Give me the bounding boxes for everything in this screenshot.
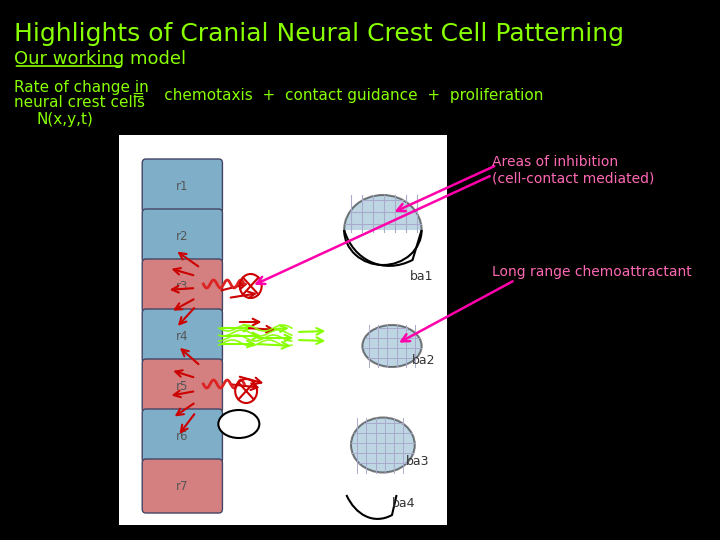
Ellipse shape: [344, 195, 422, 265]
FancyBboxPatch shape: [119, 135, 446, 525]
Bar: [342, 230, 423, 270]
Text: Areas of inhibition
(cell-contact mediated): Areas of inhibition (cell-contact mediat…: [492, 155, 654, 185]
Text: r3: r3: [176, 280, 189, 293]
Ellipse shape: [351, 417, 415, 472]
FancyBboxPatch shape: [143, 459, 222, 513]
Text: =    chemotaxis  +  contact guidance  +  proliferation: = chemotaxis + contact guidance + prolif…: [132, 88, 544, 103]
Text: r1: r1: [176, 179, 189, 192]
Text: neural crest cells: neural crest cells: [14, 95, 145, 110]
Text: ba3: ba3: [405, 455, 429, 468]
FancyBboxPatch shape: [143, 409, 222, 463]
FancyBboxPatch shape: [143, 309, 222, 363]
Text: r7: r7: [176, 480, 189, 492]
Text: N(x,y,t): N(x,y,t): [37, 112, 94, 127]
Text: r2: r2: [176, 230, 189, 242]
Text: Long range chemoattractant: Long range chemoattractant: [492, 265, 692, 279]
FancyBboxPatch shape: [143, 159, 222, 213]
FancyBboxPatch shape: [143, 259, 222, 313]
Text: Highlights of Cranial Neural Crest Cell Patterning: Highlights of Cranial Neural Crest Cell …: [14, 22, 624, 46]
Ellipse shape: [218, 410, 259, 438]
Text: ba2: ba2: [412, 354, 436, 367]
Text: ba4: ba4: [392, 497, 415, 510]
Ellipse shape: [362, 325, 422, 367]
Text: r6: r6: [176, 429, 189, 442]
Text: Rate of change in: Rate of change in: [14, 80, 148, 95]
Text: ba1: ba1: [410, 270, 433, 283]
FancyBboxPatch shape: [143, 209, 222, 263]
Text: r4: r4: [176, 329, 189, 342]
Text: Our working model: Our working model: [14, 50, 186, 68]
Text: r5: r5: [176, 380, 189, 393]
FancyBboxPatch shape: [143, 359, 222, 413]
